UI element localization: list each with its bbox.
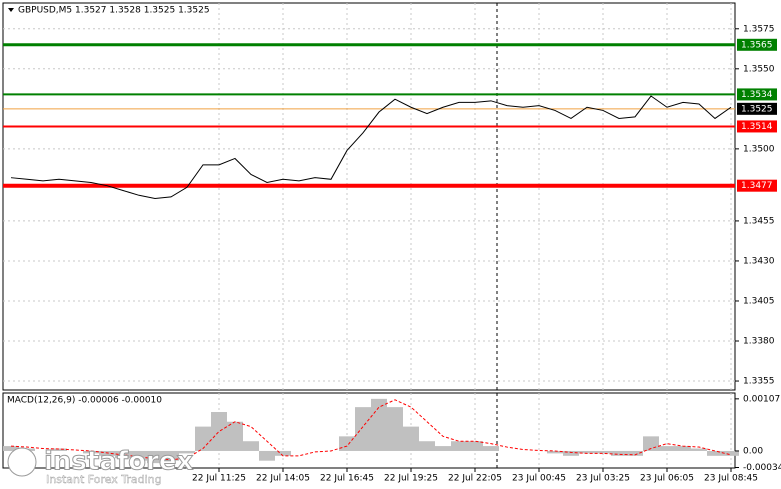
macd-bar xyxy=(147,450,163,464)
macd-bar xyxy=(163,450,179,461)
level-label: 1.3565 xyxy=(741,40,773,50)
y-tick-label: 1.3455 xyxy=(743,216,775,226)
macd-bar xyxy=(355,407,371,451)
macd-bar xyxy=(419,441,435,451)
level-label-box xyxy=(737,120,777,133)
macd-bar xyxy=(371,398,387,451)
level-label-box xyxy=(737,179,777,192)
x-tick-label: 23 Jul 03:25 xyxy=(576,474,630,484)
macd-bar xyxy=(83,450,99,454)
y-tick-label: 1.3355 xyxy=(743,377,775,387)
level-label: 1.3477 xyxy=(741,181,773,191)
macd-bar xyxy=(3,446,19,451)
level-label-box xyxy=(737,88,777,101)
macd-bar xyxy=(179,450,195,454)
level-label: 1.3514 xyxy=(741,122,773,132)
x-tick-label: 22 Jul 14:05 xyxy=(256,474,310,484)
macd-bar xyxy=(211,411,227,451)
macd-bar xyxy=(563,450,579,456)
level-label-box xyxy=(737,38,777,51)
macd-bar xyxy=(243,441,259,451)
price-line xyxy=(10,95,732,200)
macd-bar xyxy=(483,446,499,451)
x-tick-label: 22 Jul 16:45 xyxy=(320,474,374,484)
macd-bar xyxy=(195,426,211,451)
macd-bar xyxy=(627,450,643,456)
macd-bar xyxy=(403,426,419,451)
y-tick-label: 1.3430 xyxy=(743,256,775,266)
macd-bar xyxy=(547,450,563,454)
menu-arrow xyxy=(8,8,14,12)
x-tick-label: 22 Jul 22:05 xyxy=(448,474,502,484)
current-price-label: 1.3525 xyxy=(741,104,773,114)
macd-bar xyxy=(131,450,147,461)
x-tick-label: 22 Jul 19:25 xyxy=(384,474,438,484)
y-tick-label: 1.3380 xyxy=(743,337,775,347)
watermark-brand: instaforex xyxy=(44,447,194,477)
y-tick-label: 1.3575 xyxy=(743,24,775,34)
macd-y-tick-label: 0.00107 xyxy=(743,394,780,404)
macd-bar xyxy=(51,448,67,451)
macd-bar xyxy=(675,446,691,451)
macd-bar xyxy=(723,450,739,456)
macd-bar xyxy=(659,446,675,451)
watermark-slogan: Instant Forex Trading xyxy=(46,473,162,486)
y-tick-label: 1.3500 xyxy=(743,144,775,154)
watermark: instaforex Instant Forex Trading xyxy=(7,446,194,486)
level-label: 1.3534 xyxy=(741,90,773,100)
x-tick-label: 23 Jul 06:05 xyxy=(640,474,694,484)
macd-bar xyxy=(595,450,611,454)
macd-bar xyxy=(339,436,355,451)
macd-title: MACD(12,26,9) -0.00006 -0.00010 xyxy=(7,396,162,406)
macd-bar xyxy=(387,407,403,451)
macd-signal xyxy=(10,399,732,461)
current-price-box xyxy=(737,102,777,115)
macd-bar xyxy=(691,448,707,451)
macd-bar xyxy=(707,450,723,456)
macd-bar xyxy=(275,450,291,456)
y-tick-label: 1.3405 xyxy=(743,296,775,306)
main-frame xyxy=(2,2,736,391)
macd-y-tick-label: -0.00034 xyxy=(743,463,781,473)
macd-bar xyxy=(227,421,243,451)
macd-bar xyxy=(579,450,595,454)
x-tick-label: 22 Jul 11:25 xyxy=(192,474,246,484)
logo xyxy=(7,447,37,477)
y-tick-label: 1.3550 xyxy=(743,64,775,74)
macd-frame xyxy=(2,392,736,469)
macd-y-tick-label: 0.00 xyxy=(743,446,763,456)
macd-bar xyxy=(451,441,467,451)
macd-bar xyxy=(611,450,627,456)
macd-bar xyxy=(435,446,451,451)
x-tick-label: 23 Jul 08:45 xyxy=(704,474,758,484)
macd-bar xyxy=(259,450,275,461)
macd-bar xyxy=(467,441,483,451)
x-tick-label: 23 Jul 00:45 xyxy=(512,474,566,484)
chart-title: GBPUSD,M5 1.3527 1.3528 1.3525 1.3525 xyxy=(18,6,210,16)
